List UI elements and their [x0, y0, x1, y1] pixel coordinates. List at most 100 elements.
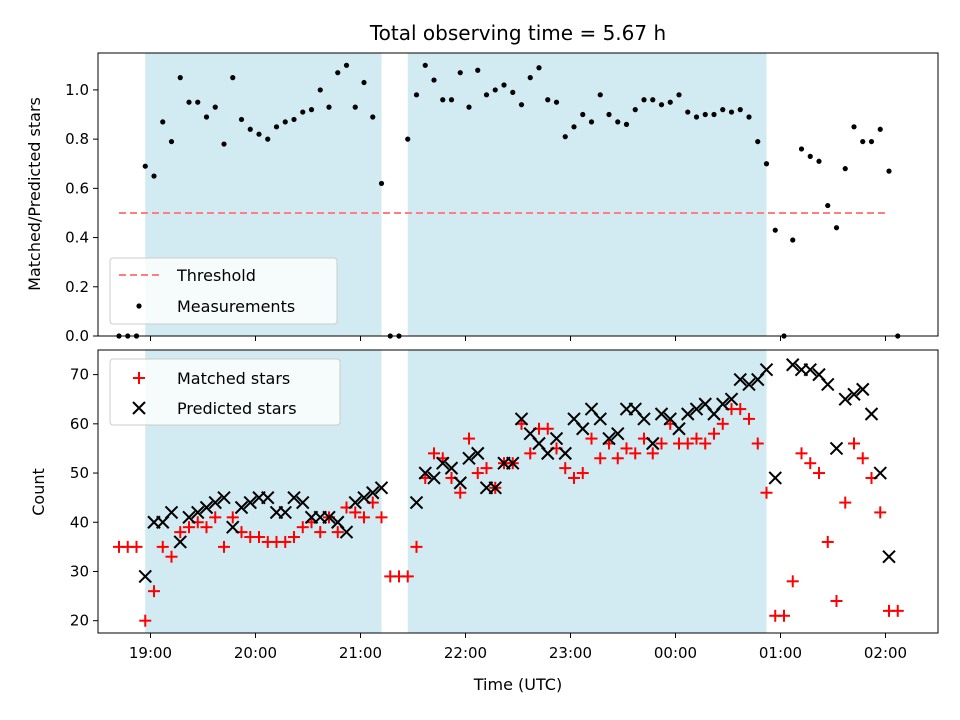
measurement-point [326, 104, 332, 110]
predicted-star-point [576, 422, 590, 436]
matched-star-point [848, 437, 860, 450]
x-tick-label: 22:00 [444, 644, 487, 662]
measurement-point [370, 114, 376, 120]
measurement-point [772, 227, 778, 233]
matched-star-point [139, 614, 152, 627]
measurement-point [728, 109, 735, 115]
predicted-star-point [768, 471, 782, 485]
measurement-point [282, 119, 288, 125]
matched-star-point [629, 447, 642, 460]
bottom-legend-box [109, 358, 341, 426]
measurement-point [816, 158, 822, 164]
predicted-star-point [803, 362, 817, 377]
matched-star-point [130, 540, 143, 553]
matched-star-point [751, 437, 764, 450]
predicted-star-point [462, 451, 476, 465]
top-panel-frame [97, 52, 939, 337]
measurement-point [431, 77, 437, 83]
matched-star-point [681, 437, 694, 450]
measurement-point [842, 166, 848, 172]
predicted-star-point [646, 436, 660, 451]
matched-star-point [813, 467, 825, 480]
matched-star-point [891, 604, 904, 617]
predicted-star-point [759, 362, 774, 377]
measurement-point [807, 153, 813, 159]
matched-star-point [760, 486, 773, 499]
matched-star-point [620, 442, 633, 455]
predicted-star-point [514, 412, 529, 426]
predicted-star-point [786, 358, 800, 372]
predicted-star-point [541, 446, 555, 461]
measurement-point [763, 161, 770, 167]
y-tick-label: 70 [70, 366, 89, 384]
measurement-point [168, 138, 175, 145]
matched-star-point [331, 526, 344, 539]
matched-star-point [585, 432, 598, 445]
predicted-star-point [733, 372, 747, 387]
x-tick-label: 20:00 [234, 644, 277, 662]
measurement-point [650, 97, 656, 103]
measurement-point [562, 134, 568, 140]
predicted-star-point [138, 569, 152, 584]
predicted-star-point [409, 495, 424, 510]
predicted-star-point [278, 505, 292, 520]
y-tick-label: 50 [70, 464, 89, 482]
shaded-interval [407, 53, 767, 336]
matched-star-point [454, 486, 467, 499]
matched-star-point [480, 462, 493, 475]
predicted-star-point [436, 456, 450, 470]
predicted-star-point [261, 490, 275, 505]
measurement-point [676, 92, 682, 98]
matched-star-point [200, 521, 213, 534]
matched-star-point [156, 540, 169, 553]
measurement-point [492, 87, 498, 93]
matched-star-point [874, 506, 887, 519]
predicted-star-point [821, 377, 835, 392]
measurement-point [501, 82, 507, 88]
measurement-point [632, 107, 638, 113]
matched-star-point [576, 467, 589, 480]
measurement-point [361, 79, 367, 86]
matched-star-point [288, 531, 300, 544]
measurement-point [868, 138, 875, 145]
measurement-point [203, 114, 210, 120]
measurement-point [317, 87, 323, 93]
matched-star-point [786, 575, 799, 588]
predicted-star-point [287, 490, 301, 505]
legend-threshold-label: Threshold [176, 266, 256, 285]
predicted-star-point [348, 495, 362, 510]
measurement-point [335, 70, 341, 76]
matched-star-point [708, 427, 720, 440]
measurement-point [343, 62, 350, 68]
y-tick-label: 60 [70, 415, 89, 433]
measurement-point [553, 99, 560, 105]
matched-star-point [218, 540, 230, 553]
predicted-star-point [226, 520, 240, 534]
x-tick-label: 23:00 [549, 644, 592, 662]
predicted-star-point [742, 377, 756, 392]
measurement-point [746, 114, 752, 120]
measurement-point [422, 62, 428, 68]
matched-star-point [821, 535, 834, 548]
measurement-point [790, 237, 796, 243]
matched-star-point [358, 511, 370, 524]
measurement-point [658, 102, 665, 108]
matched-star-point [611, 452, 624, 465]
predicted-star-point [217, 490, 231, 505]
predicted-star-point [199, 500, 214, 515]
matched-star-point [655, 437, 668, 450]
measurement-point [413, 92, 420, 98]
measurement-point [606, 111, 612, 118]
matched-star-point [830, 595, 843, 608]
measurement-point [160, 119, 166, 125]
measurement-point [247, 126, 253, 132]
matched-star-point [778, 609, 790, 622]
predicted-star-point [208, 495, 222, 510]
predicted-star-point [689, 402, 704, 416]
matched-star-point [279, 535, 292, 548]
top-panel: 0.0 0.2 0.4 0.6 0.8 1.0 Matched/Predicted sta… [25, 52, 939, 345]
matched-star-point [349, 506, 362, 519]
y-tick-label: 30 [70, 562, 89, 580]
legend-matched-swatch [133, 372, 145, 384]
